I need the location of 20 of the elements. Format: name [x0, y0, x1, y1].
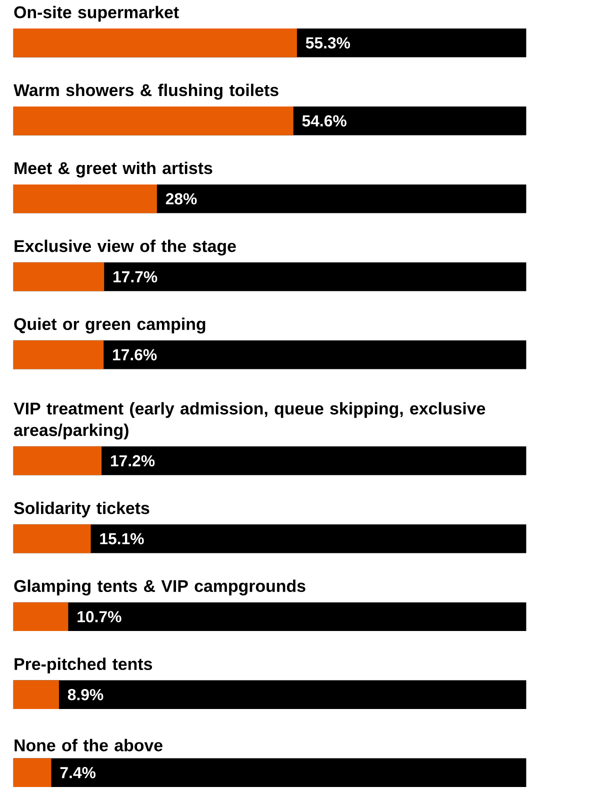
y-tick-label: None of the above [14, 738, 162, 752]
data-label: 7.4% [60, 767, 96, 778]
data-label: 8.9% [68, 689, 104, 700]
y-tick-label: VIP treatment (early admission, queue skipping, exclusive areas/parking) [14, 402, 486, 440]
y-tick-label: Warm showers & flushing toilets [13, 84, 278, 100]
y-tick-label: Glamping tents & VIP campgrounds [14, 580, 306, 596]
data-label: 10.7% [78, 611, 122, 622]
data-label: 28% [166, 193, 197, 204]
y-tick-label: Exclusive view of the stage [14, 240, 236, 256]
data-label: 17.2% [110, 455, 155, 466]
data-label: 55.3% [306, 37, 350, 49]
data-label: 17.6% [112, 349, 157, 360]
y-tick-label: Pre-pitched tents [14, 658, 152, 674]
y-tick-label: Meet & greet with artists [14, 162, 212, 178]
data-label: 17.7% [113, 271, 158, 282]
data-label: 15.1% [100, 533, 144, 544]
data-label: 54.6% [302, 115, 346, 126]
y-tick-label: On-site supermarket [14, 6, 179, 22]
y-tick-label: Quiet or green camping [14, 318, 206, 334]
y-tick-label: Solidarity tickets [14, 502, 150, 518]
